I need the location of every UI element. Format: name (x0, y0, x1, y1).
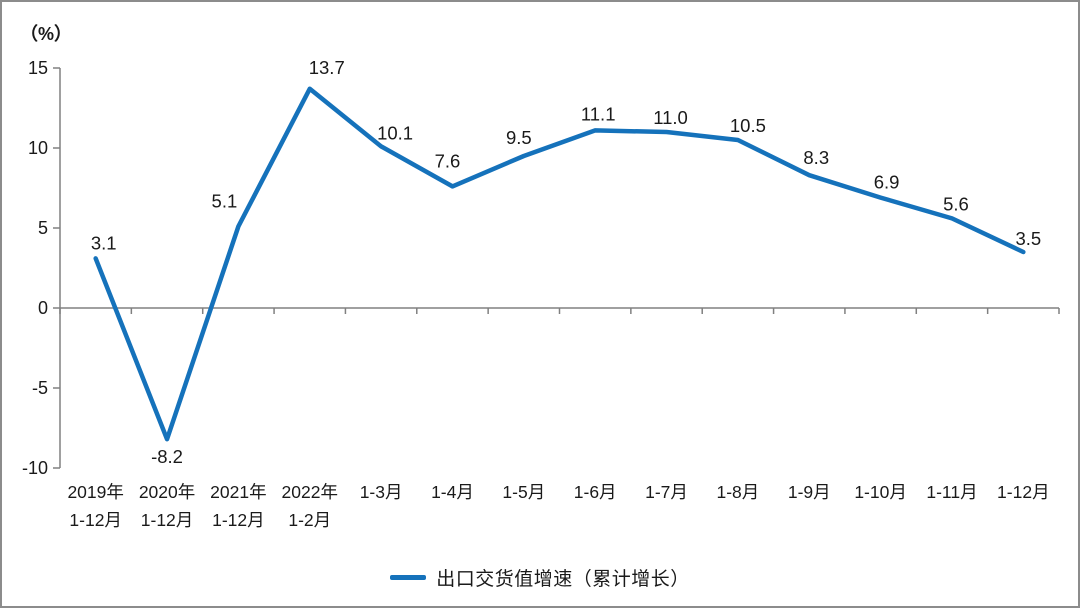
x-axis-category-label: 2021年 (210, 482, 266, 502)
x-axis-category-label: 1-11月 (926, 482, 977, 502)
data-point-label: 5.6 (943, 193, 969, 214)
data-point-label: 5.1 (212, 190, 238, 211)
y-axis-tick-label: -10 (22, 458, 48, 478)
data-point-label: 10.5 (730, 115, 766, 136)
x-axis-category-label: 1-9月 (788, 482, 831, 502)
data-point-label: -8.2 (151, 446, 183, 467)
data-point-label: 11.0 (653, 107, 688, 128)
x-axis-category-label-line2: 1-12月 (141, 510, 194, 530)
x-axis-category-label: 1-4月 (431, 482, 474, 502)
data-point-label: 3.5 (1015, 228, 1041, 249)
data-point-label: 10.1 (377, 122, 413, 143)
y-axis-tick-label: 5 (38, 218, 48, 238)
x-axis-category-label: 1-6月 (574, 482, 617, 502)
x-axis-category-label: 1-8月 (716, 482, 759, 502)
x-axis-category-label: 1-10月 (854, 482, 907, 502)
data-point-label: 13.7 (309, 57, 345, 78)
x-axis-category-label: 1-3月 (360, 482, 403, 502)
legend-line-swatch (390, 575, 427, 580)
y-axis-tick-label: -5 (32, 378, 48, 398)
y-axis-tick-label: 0 (38, 298, 48, 318)
y-axis-tick-label: 10 (28, 138, 48, 158)
legend: 出口交货值增速（累计增长） (2, 564, 1078, 591)
x-axis-category-label: 1-7月 (645, 482, 688, 502)
data-point-label: 3.1 (91, 232, 117, 253)
data-point-label: 9.5 (506, 127, 532, 148)
legend-label: 出口交货值增速（累计增长） (436, 569, 690, 590)
data-point-label: 6.9 (874, 172, 900, 193)
x-axis-category-label: 2020年 (139, 482, 195, 502)
x-axis-category-label: 1-12月 (997, 482, 1050, 502)
y-axis-tick-label: 15 (28, 58, 48, 78)
x-axis-category-label-line2: 1-12月 (69, 510, 122, 530)
x-axis-category-label-line2: 1-12月 (212, 510, 265, 530)
x-axis-category-label-line2: 1-2月 (288, 510, 331, 530)
data-line (93, 86, 1026, 442)
data-point-label: 8.3 (803, 147, 829, 168)
data-point-label: 7.6 (435, 150, 461, 171)
data-point-label: 11.1 (581, 103, 616, 124)
x-axis-category-label: 2022年 (282, 482, 338, 502)
x-axis-category-label: 2019年 (67, 482, 123, 502)
y-axis-unit-label: （%） (20, 24, 73, 44)
x-axis-category-label: 1-5月 (502, 482, 545, 502)
